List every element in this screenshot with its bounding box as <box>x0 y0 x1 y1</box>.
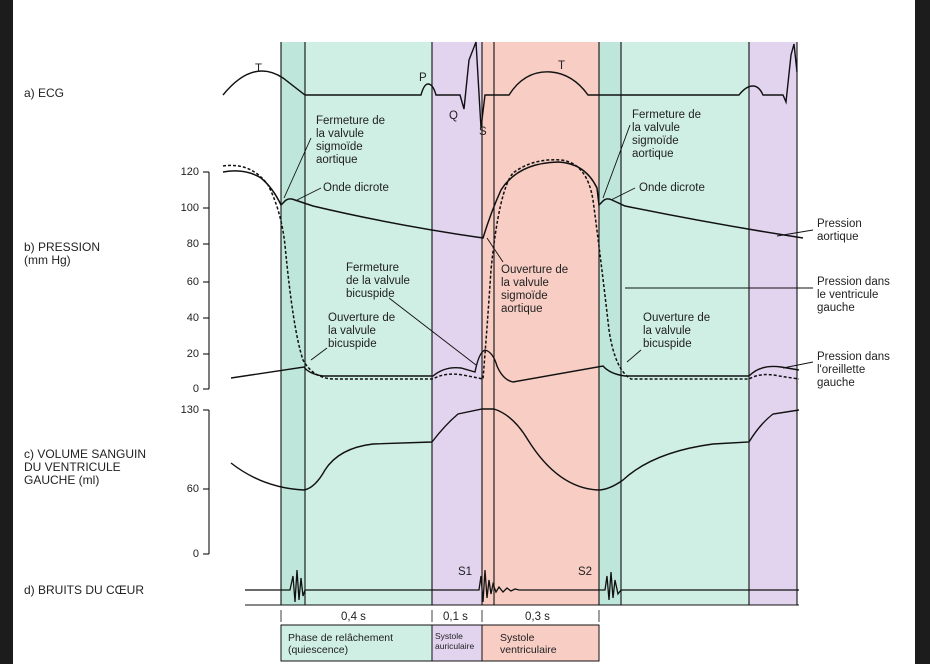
volume-tick: 0 <box>192 548 199 560</box>
annotation-onde-dicrote-1: Onde dicrote <box>323 182 389 194</box>
annotation-ouverture-sigmoide: Ouverture de la valvule sigmoïde aortiqu… <box>501 264 569 315</box>
relaxation-band-2-edge <box>599 42 621 605</box>
pressure-tick: 20 <box>186 348 199 360</box>
diagram-graphics <box>203 41 814 662</box>
label-heart-sounds: d) BRUITS DU CŒUR <box>24 583 145 597</box>
ecg-trace <box>222 41 798 129</box>
label-pressure: b) PRESSION (mm Hg) <box>24 240 101 267</box>
legend-box-atrial <box>431 624 483 662</box>
annotation-pression-ventricule: Pression dans le ventricule gauche <box>817 276 890 314</box>
ventricular-systole-band <box>482 42 599 605</box>
duration-ventricular: 0,3 s <box>525 611 550 623</box>
legend-atrial: Systole auriculaire <box>435 631 475 651</box>
atrial-systole-band-2 <box>749 42 797 605</box>
pressure-tick: 40 <box>186 312 199 324</box>
duration-atrial: 0,1 s <box>443 611 468 623</box>
relaxation-band-1-edge <box>281 42 305 605</box>
volume-tick: 60 <box>186 483 199 495</box>
label-ecg: a) ECG <box>24 86 65 100</box>
pressure-tick: 0 <box>192 383 199 395</box>
ecg-wave-p: P <box>419 72 427 84</box>
legend-box-ventricular <box>481 624 600 662</box>
pressure-tick: 120 <box>180 166 199 178</box>
pressure-tick: 80 <box>186 238 199 250</box>
leader-lines <box>283 124 814 369</box>
heart-sound-trace <box>245 569 799 603</box>
annotation-pression-oreillette: Pression dans l'oreillette gauche <box>817 351 890 389</box>
label-volume: c) VOLUME SANGUIN DU VENTRICULE GAUCHE (… <box>24 447 147 487</box>
annotation-ouverture-bicuspide-2: Ouverture de la valvule bicuspide <box>643 312 711 350</box>
annotation-onde-dicrote-2: Onde dicrote <box>639 182 705 194</box>
atrial-pressure-curve <box>230 349 800 383</box>
pressure-tick: 100 <box>180 202 199 214</box>
volume-tick: 130 <box>180 404 199 416</box>
annotation-fermeture-bicuspide: Fermeture de la valvule bicuspide <box>346 262 410 300</box>
duration-relaxation: 0,4 s <box>341 611 366 623</box>
axes <box>203 171 799 606</box>
relaxation-band-1 <box>281 42 432 605</box>
relaxation-band-2 <box>599 42 749 605</box>
legend-ventricular: Systole ventriculaire <box>500 632 557 656</box>
annotation-fermeture-sigmoide-2: Fermeture de la valvule sigmoïde aortiqu… <box>632 109 702 160</box>
duration-markers <box>280 610 600 622</box>
annotation-pression-aortique: Pression aortique <box>817 218 862 243</box>
heart-sound-s2: S2 <box>578 566 593 578</box>
ecg-wave-t1: T <box>255 63 263 75</box>
legend-relaxation: Phase de relâchement (quiescence) <box>288 632 394 656</box>
legend-box-relaxation <box>280 624 433 662</box>
ecg-wave-s: S <box>479 126 487 138</box>
pressure-tick: 60 <box>186 276 199 288</box>
atrial-systole-band-1 <box>432 42 482 605</box>
ecg-wave-t2: T <box>558 60 566 72</box>
ecg-wave-q: Q <box>449 110 458 122</box>
annotation-fermeture-sigmoide-1: Fermeture de la valvule sigmoïde aortiqu… <box>316 115 386 166</box>
annotation-ouverture-bicuspide-1: Ouverture de la valvule bicuspide <box>328 312 396 350</box>
phase-lines <box>280 42 798 605</box>
ventricular-volume-curve <box>230 408 800 491</box>
cardiac-cycle-diagram: a) ECG b) PRESSION (mm Hg) c) VOLUME SAN… <box>13 0 915 664</box>
ventricular-pressure-curve <box>222 159 800 380</box>
heart-sound-s1: S1 <box>458 566 473 578</box>
